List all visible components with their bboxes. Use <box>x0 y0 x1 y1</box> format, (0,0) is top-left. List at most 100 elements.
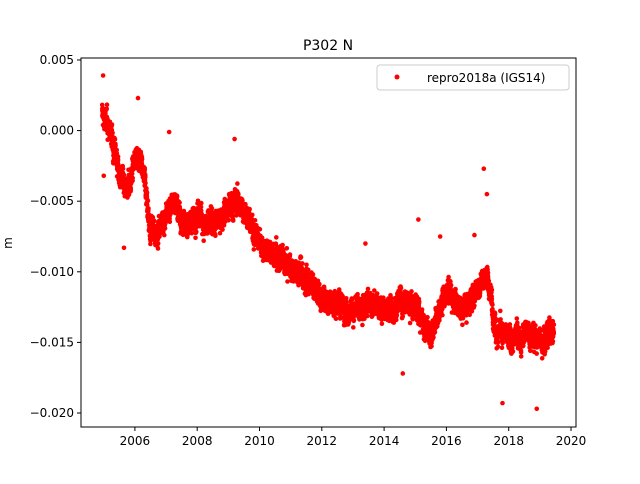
data-point <box>379 321 385 327</box>
data-point <box>155 246 161 251</box>
data-point <box>432 330 438 335</box>
data-point <box>521 343 526 349</box>
data-point <box>365 313 370 319</box>
data-point <box>230 218 236 223</box>
data-point <box>198 208 204 213</box>
data-point <box>333 316 339 322</box>
data-point <box>198 204 204 210</box>
data-point <box>201 238 206 243</box>
data-point <box>510 349 516 354</box>
data-point <box>206 208 211 213</box>
data-point <box>362 316 367 322</box>
data-point <box>209 206 215 211</box>
data-point <box>372 288 377 293</box>
data-point <box>142 167 148 172</box>
data-point <box>146 206 151 211</box>
data-point <box>236 191 241 197</box>
data-point <box>174 194 180 200</box>
data-point <box>429 343 434 349</box>
data-point <box>460 315 466 321</box>
data-point <box>365 286 371 292</box>
data-point <box>410 316 416 322</box>
data-point <box>518 350 524 355</box>
data-point <box>189 230 194 236</box>
data-point <box>150 214 156 220</box>
data-point <box>518 354 524 359</box>
data-point <box>177 200 182 205</box>
data-point <box>115 154 121 159</box>
data-point <box>109 122 115 127</box>
data-point <box>407 320 413 326</box>
data-point <box>398 285 404 291</box>
data-point <box>340 295 346 301</box>
data-point <box>287 252 293 257</box>
data-point <box>110 130 115 136</box>
data-point <box>144 190 150 195</box>
data-point <box>448 279 453 284</box>
data-point <box>162 232 167 238</box>
data-point <box>492 312 498 317</box>
data-point <box>437 318 442 323</box>
data-point <box>121 172 127 177</box>
data-point <box>507 322 513 327</box>
data-point <box>464 320 469 325</box>
data-point <box>394 317 399 323</box>
data-point <box>274 235 279 240</box>
data-point <box>485 270 491 276</box>
data-point <box>440 312 445 318</box>
data-point <box>193 235 198 241</box>
data-point <box>467 312 473 318</box>
data-point <box>145 198 151 203</box>
data-point <box>250 212 255 218</box>
data-point <box>486 278 492 284</box>
data-point <box>195 198 201 204</box>
data-point <box>257 226 263 232</box>
data-point <box>493 315 498 321</box>
data-point <box>419 307 425 312</box>
data-point <box>235 181 240 186</box>
data-point <box>317 281 322 287</box>
data-point <box>151 218 157 223</box>
data-point <box>143 180 148 186</box>
data-point <box>305 267 311 273</box>
data-point <box>400 313 406 319</box>
data-point <box>167 219 173 225</box>
data-point <box>421 313 427 318</box>
data-point <box>360 322 365 328</box>
data-point <box>115 158 121 163</box>
data-point <box>498 308 503 314</box>
data-points <box>99 73 557 412</box>
data-point <box>177 206 183 212</box>
data-point <box>395 308 401 314</box>
data-point <box>469 309 475 314</box>
data-point <box>113 143 118 148</box>
data-point <box>155 241 161 246</box>
data-point <box>319 307 324 313</box>
data-point <box>388 295 394 301</box>
data-point <box>128 187 134 192</box>
data-point <box>355 291 360 297</box>
data-point <box>120 166 126 171</box>
data-point <box>431 335 436 340</box>
data-point <box>514 316 520 321</box>
data-point <box>490 306 495 312</box>
data-point <box>199 200 204 206</box>
data-point <box>490 302 495 308</box>
data-point <box>489 287 495 293</box>
data-point <box>114 147 119 153</box>
data-point <box>234 213 239 218</box>
data-point <box>477 290 483 296</box>
data-point <box>226 217 231 223</box>
data-point <box>344 296 349 301</box>
data-point <box>495 340 501 345</box>
data-point <box>499 345 505 351</box>
data-point <box>409 289 414 294</box>
data-point <box>425 314 430 320</box>
data-point <box>310 272 316 277</box>
data-point <box>162 226 168 231</box>
data-point <box>493 319 498 324</box>
data-point <box>217 230 223 236</box>
data-point <box>500 341 505 346</box>
data-point <box>144 202 150 208</box>
